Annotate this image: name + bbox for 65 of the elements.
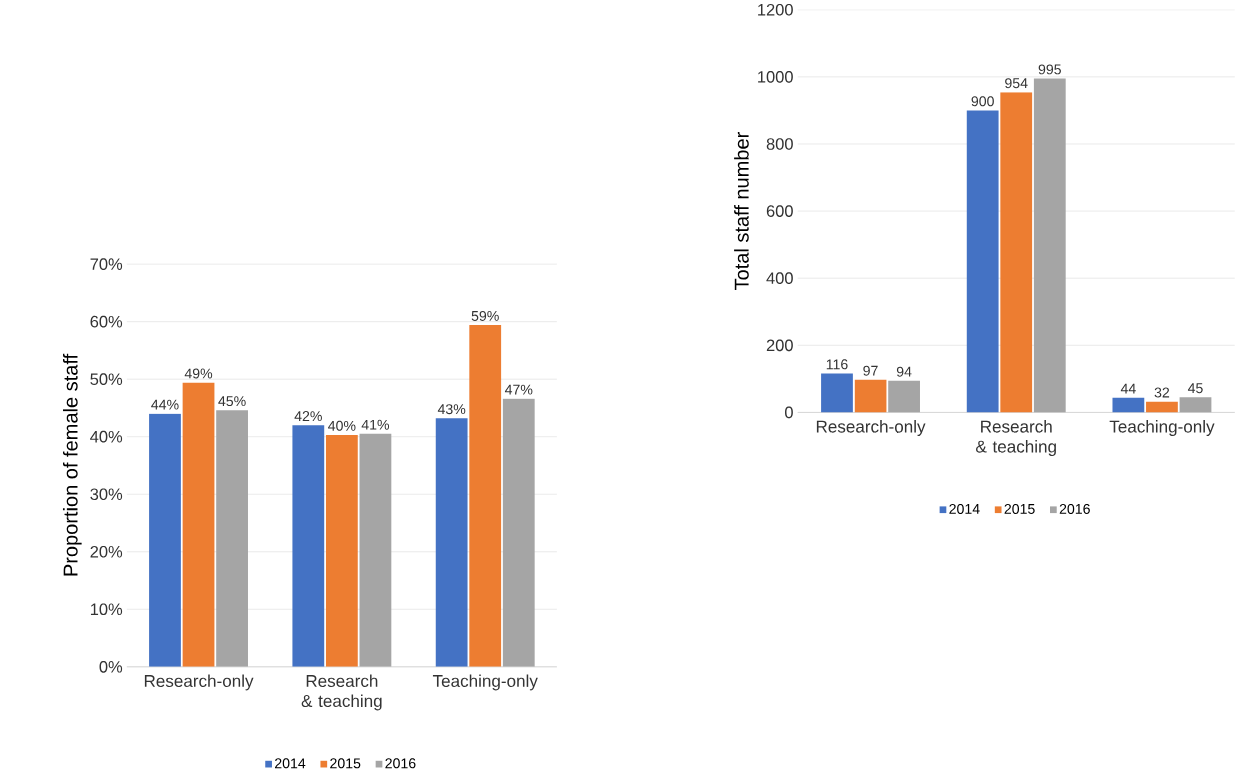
bar [469, 325, 502, 667]
y-tick-label: 1200 [758, 4, 793, 16]
bar [1179, 397, 1212, 413]
y-tick-label: 600 [766, 205, 793, 218]
bar [821, 373, 853, 413]
data-label: 44 [1120, 383, 1136, 394]
y-tick-label: 40% [90, 431, 123, 443]
y-tick-label: 800 [766, 138, 793, 150]
bar [359, 434, 392, 667]
bar [888, 381, 920, 413]
legend-label: 2014 [949, 504, 980, 515]
y-axis-title: Total staff number [734, 132, 749, 291]
data-label: 44% [151, 399, 179, 410]
data-label: 116 [826, 359, 848, 370]
data-label: 41% [361, 419, 390, 430]
bar [502, 398, 535, 667]
bar [292, 425, 325, 667]
y-tick-label: 1000 [758, 71, 793, 83]
y-tick-label: 70% [90, 258, 123, 271]
data-label: 954 [1005, 78, 1028, 89]
bar [216, 410, 248, 667]
legend-label: 2016 [1059, 504, 1090, 515]
bar [325, 435, 358, 667]
y-tick-label: 30% [90, 488, 123, 501]
bar [182, 382, 215, 667]
y-axis-title: Proportion of female staff [62, 354, 82, 576]
bar [854, 380, 887, 413]
data-label: 43% [437, 404, 466, 415]
data-label: 49% [184, 368, 213, 379]
data-label: 59% [471, 311, 499, 322]
bar [1000, 92, 1033, 413]
y-tick-label: 20% [90, 546, 123, 558]
x-tick-label: Research-only [816, 420, 926, 437]
bar [1146, 401, 1178, 413]
data-label: 97 [863, 365, 878, 376]
x-tick-label: Teaching-only [432, 674, 538, 691]
data-label: 32 [1154, 387, 1170, 398]
data-label: 900 [971, 96, 994, 107]
bar [435, 418, 468, 667]
bar [1033, 78, 1066, 413]
x-tick-label: Research-only [144, 674, 254, 691]
legend-label: 2014 [275, 758, 306, 769]
data-label: 45% [218, 396, 246, 407]
bar [1112, 397, 1145, 413]
x-tick-label: Research & teaching [301, 674, 382, 711]
x-tick-label: Research & teaching [976, 420, 1056, 457]
y-tick-label: 50% [90, 373, 123, 386]
legend-label: 2016 [385, 758, 416, 769]
legend-label: 2015 [1004, 504, 1035, 515]
x-tick-label: Teaching-only [1109, 420, 1215, 437]
data-label: 94 [896, 366, 912, 377]
y-tick-label: 10% [90, 603, 123, 616]
y-tick-label: 200 [766, 339, 793, 352]
data-label: 45 [1187, 383, 1203, 394]
y-tick-label: 400 [766, 272, 793, 285]
data-label: 47% [504, 384, 533, 395]
data-label: 42% [294, 411, 322, 422]
bar [149, 413, 181, 667]
y-tick-label: 60% [90, 315, 123, 328]
data-label: 40% [328, 421, 356, 431]
legend-label: 2015 [330, 758, 361, 769]
data-label: 995 [1038, 64, 1061, 75]
y-tick-label: 0% [99, 661, 123, 673]
bar [966, 110, 999, 413]
y-tick-label: 0 [785, 406, 793, 419]
